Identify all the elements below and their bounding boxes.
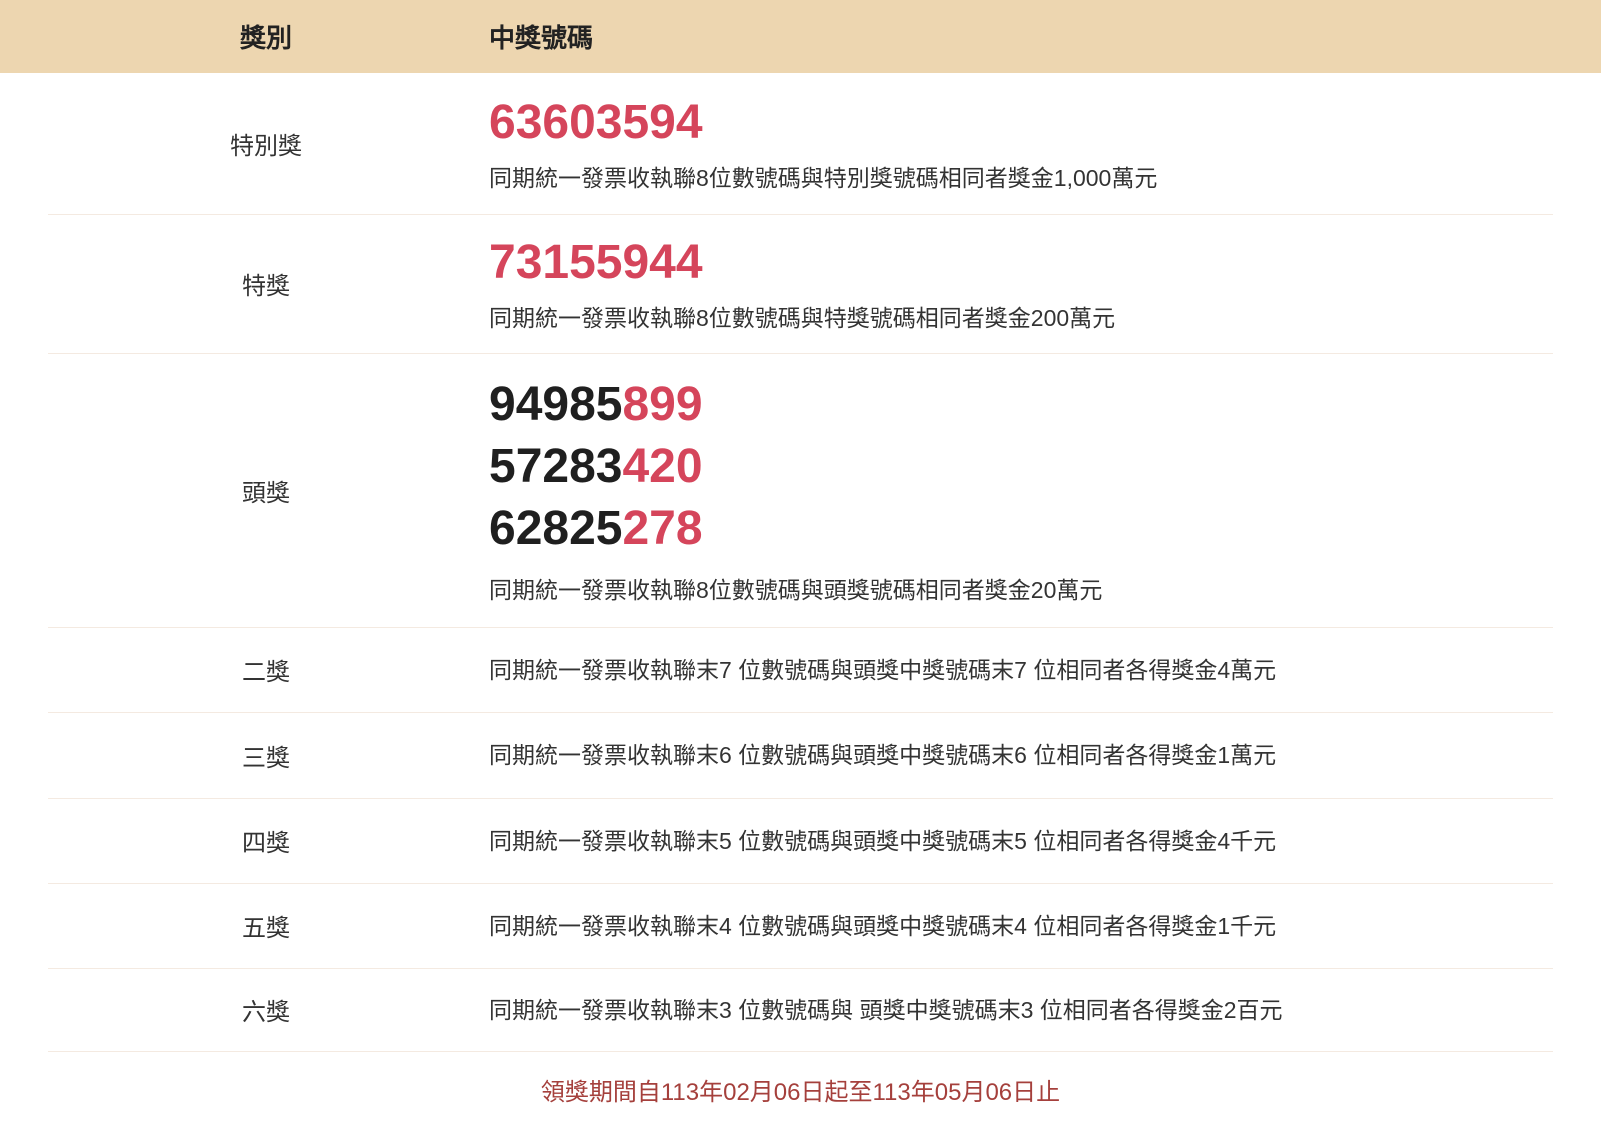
table-row-fourth-prize: 四獎 同期統一發票收執聯末5 位數號碼與頭獎中獎號碼末5 位相同者各得獎金4千元	[0, 798, 1601, 883]
claim-period-row: 領獎期間自113年02月06日起至113年05月06日止	[0, 1051, 1601, 1127]
header-prize-tier: 獎別	[239, 23, 292, 53]
prize-rule-text: 同期統一發票收執聯末6 位數號碼與頭獎中獎號碼末6 位相同者各得獎金1萬元	[489, 742, 1277, 768]
number-red-part: 278	[622, 502, 703, 555]
winning-number: 94985899	[489, 374, 703, 436]
table-row-special-prize: 特別獎 63603594 同期統一發票收執聯8位數號碼與特別獎號碼相同者獎金1,…	[0, 73, 1601, 214]
prize-tier-label: 五獎	[242, 915, 290, 942]
prize-tier-label: 特別獎	[230, 133, 302, 160]
claim-period-text: 領獎期間自113年02月06日起至113年05月06日止	[540, 1079, 1061, 1106]
table-row-first-prize: 頭獎 94985899 57283420 62825278 同期統一發票收執聯8…	[0, 353, 1601, 627]
prize-rule-text: 同期統一發票收執聯8位數號碼與特別獎號碼相同者獎金1,000萬元	[489, 164, 1158, 191]
prize-tier-label: 頭獎	[242, 479, 290, 507]
table-row-sixth-prize: 六獎 同期統一發票收執聯末3 位數號碼與 頭獎中獎號碼末3 位相同者各得獎金2百…	[0, 968, 1601, 1051]
table-row-third-prize: 三獎 同期統一發票收執聯末6 位數號碼與頭獎中獎號碼末6 位相同者各得獎金1萬元	[0, 712, 1601, 798]
prize-rule-text: 同期統一發票收執聯末3 位數號碼與 頭獎中獎號碼末3 位相同者各得獎金2百元	[489, 996, 1283, 1023]
winning-number: 62825278	[489, 498, 703, 560]
table-row-fifth-prize: 五獎 同期統一發票收執聯末4 位數號碼與頭獎中獎號碼末4 位相同者各得獎金1千元	[0, 883, 1601, 968]
prize-rule-text: 同期統一發票收執聯8位數號碼與頭獎號碼相同者獎金20萬元	[489, 577, 1103, 603]
prize-rule-text: 同期統一發票收執聯8位數號碼與特獎號碼相同者獎金200萬元	[489, 304, 1116, 331]
number-black-part: 57283	[489, 440, 623, 493]
prize-tier-label: 三獎	[242, 744, 290, 772]
prize-tier-label: 四獎	[242, 830, 290, 857]
number-black-part: 94985	[489, 378, 623, 431]
table-row-second-prize: 二獎 同期統一發票收執聯末7 位數號碼與頭獎中獎號碼末7 位相同者各得獎金4萬元	[0, 627, 1601, 712]
table-header: 獎別 中獎號碼	[0, 0, 1601, 73]
number-red-part: 899	[622, 378, 703, 431]
number-red-part: 73155944	[489, 235, 703, 289]
number-red-part: 63603594	[489, 95, 703, 149]
number-black-part: 62825	[489, 502, 623, 555]
table-row-grand-prize: 特獎 73155944 同期統一發票收執聯8位數號碼與特獎號碼相同者獎金200萬…	[0, 214, 1601, 353]
winning-number: 57283420	[489, 436, 703, 498]
prize-tier-label: 特獎	[242, 273, 290, 300]
winning-number: 73155944	[489, 234, 703, 292]
prize-tier-label: 六獎	[242, 999, 290, 1026]
header-winning-number: 中獎號碼	[489, 23, 594, 53]
prize-rule-text: 同期統一發票收執聯末5 位數號碼與頭獎中獎號碼末5 位相同者各得獎金4千元	[489, 827, 1277, 854]
prize-rule-text: 同期統一發票收執聯末7 位數號碼與頭獎中獎號碼末7 位相同者各得獎金4萬元	[489, 656, 1277, 683]
winning-number: 63603594	[489, 94, 703, 152]
number-red-part: 420	[622, 440, 703, 493]
prize-tier-label: 二獎	[242, 659, 290, 686]
prize-rule-text: 同期統一發票收執聯末4 位數號碼與頭獎中獎號碼末4 位相同者各得獎金1千元	[489, 912, 1277, 939]
